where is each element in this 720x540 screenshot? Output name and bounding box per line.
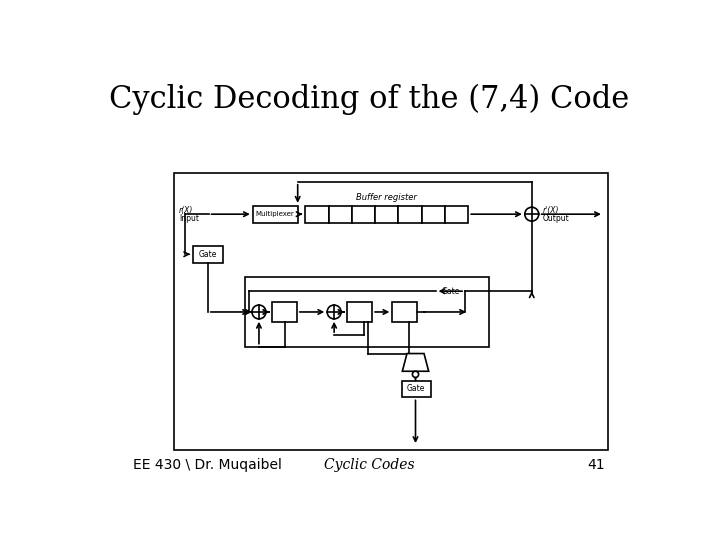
Bar xyxy=(436,283,465,300)
Bar xyxy=(272,302,297,322)
Polygon shape xyxy=(402,354,428,372)
Circle shape xyxy=(413,372,418,377)
Bar xyxy=(398,206,422,222)
Text: EE 430 \ Dr. Muqaibel: EE 430 \ Dr. Muqaibel xyxy=(132,458,282,472)
Circle shape xyxy=(525,207,539,221)
Bar xyxy=(245,278,489,347)
Bar xyxy=(174,173,608,450)
Bar xyxy=(329,206,352,222)
Text: Multiplexer: Multiplexer xyxy=(256,211,294,217)
Text: Cyclic Decoding of the (7,4) Code: Cyclic Decoding of the (7,4) Code xyxy=(109,84,629,115)
Bar xyxy=(193,246,222,262)
Bar xyxy=(352,206,375,222)
Text: Gate: Gate xyxy=(199,249,217,259)
Bar xyxy=(305,206,329,222)
Text: Buffer register: Buffer register xyxy=(356,193,418,202)
Text: Gate: Gate xyxy=(441,287,459,296)
Text: r(X): r(X) xyxy=(179,206,194,215)
Bar xyxy=(253,206,297,222)
Text: Cyclic Codes: Cyclic Codes xyxy=(324,458,414,472)
Bar xyxy=(392,302,417,322)
Bar xyxy=(347,302,372,322)
Bar xyxy=(375,206,398,222)
Text: Output: Output xyxy=(543,213,570,222)
Text: Gate: Gate xyxy=(407,384,426,394)
Bar xyxy=(422,206,445,222)
Bar xyxy=(402,381,431,397)
Text: 41: 41 xyxy=(588,458,606,472)
Circle shape xyxy=(252,305,266,319)
Text: r'(X): r'(X) xyxy=(543,206,559,215)
Circle shape xyxy=(327,305,341,319)
Text: Input: Input xyxy=(179,213,199,222)
Bar xyxy=(445,206,468,222)
